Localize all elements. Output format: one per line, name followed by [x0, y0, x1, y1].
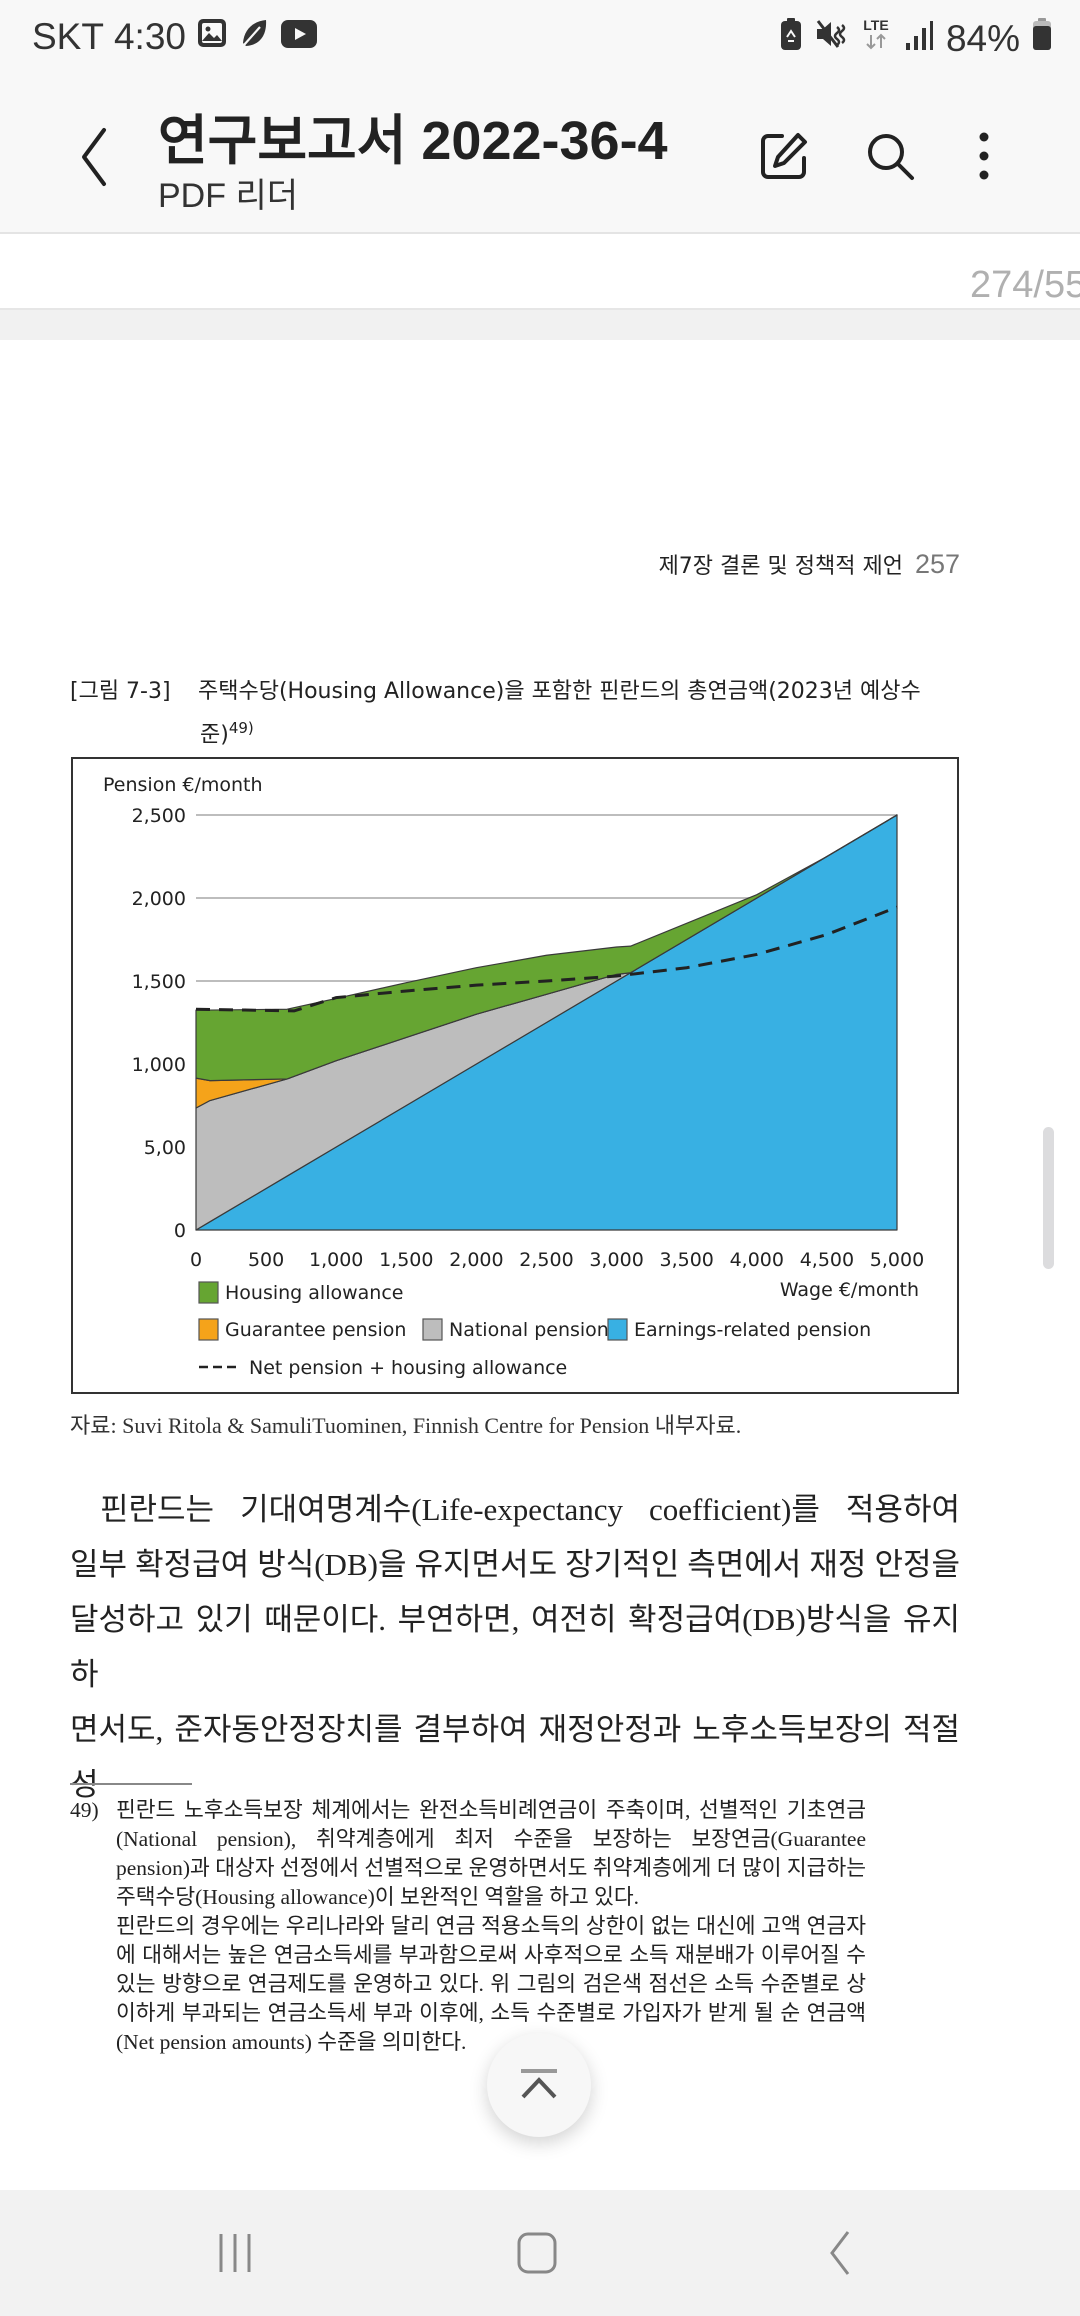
pdf-page[interactable]: 제7장 결론 및 정책적 제언 257 [그림 7-3] 주택수당(Housing… [0, 340, 1080, 2190]
x-tick-label: 3,000 [589, 1249, 643, 1271]
x-tick-label: 0 [190, 1249, 202, 1271]
footnote-line: 이하게 부과되는 연금소득세 부과 이후에, 소득 수준별로 가입자가 받게 될… [116, 2001, 867, 2025]
mute-icon [814, 17, 848, 60]
x-tick-label: 1,500 [379, 1249, 433, 1271]
x-axis-label: Wage €/month [780, 1279, 919, 1301]
legend-item-earnings: Earnings-related pension [607, 1318, 871, 1341]
page-gap [0, 308, 1080, 342]
back-icon [830, 2231, 850, 2275]
y-tick-label: 2,000 [132, 888, 186, 910]
x-tick-label: 4,500 [800, 1249, 854, 1271]
legend-item-guarantee: Guarantee pension [198, 1318, 406, 1341]
footnote-line: 핀란드의 경우에는 우리나라와 달리 연금 적용소득의 상한이 없는 대신에 고… [116, 1914, 867, 1938]
y-tick-label: 1,000 [132, 1054, 186, 1076]
x-tick-label: 2,500 [519, 1249, 573, 1271]
legend-item-national: National pension [422, 1318, 609, 1341]
figure-source: 자료: Suvi Ritola & SamuliTuominen, Finnis… [70, 1413, 742, 1438]
footnote-ref[interactable]: 49) [228, 719, 254, 737]
pension-chart: 0 5,00 1,000 1,500 2,000 2,500 Pension €/month… [71, 757, 959, 1394]
app-bar: 연구보고서 2022-36-4 PDF 리더 [0, 80, 1080, 234]
home-button[interactable] [497, 2220, 577, 2286]
recent-apps-icon [219, 2234, 251, 2272]
figure-caption-line1: 주택수당(Housing Allowance)을 포함한 핀란드의 총연금액(2… [198, 679, 921, 704]
battery-icon [1032, 17, 1052, 60]
footnote-line: (National pension), 취약계층에게 최저 수준을 보장하는 보… [116, 1827, 867, 1851]
footnote-line: 핀란드 노후소득보장 체계에서는 완전소득비례연금이 주축이며, 선별적인 기초… [116, 1798, 867, 1822]
page-indicator-bar: 274/55 [0, 234, 1080, 308]
battery-percent: 84% [945, 17, 1020, 59]
x-tick-label: 1,000 [309, 1249, 363, 1271]
scroll-to-top-icon [521, 2069, 557, 2099]
status-left: SKT 4:30 [32, 16, 318, 58]
more-options-icon [979, 132, 989, 180]
youtube-icon [280, 16, 318, 58]
svg-text:LTE: LTE [863, 17, 888, 33]
clock: 4:30 [113, 16, 186, 57]
y-tick-label: 2,500 [132, 805, 186, 827]
chevron-left-icon [82, 128, 106, 186]
y-axis-label: Pension €/month [103, 774, 263, 796]
footnote-49: 49) 핀란드 노후소득보장 체계에서는 완전소득비례연금이 주축이며, 선별적… [70, 1796, 960, 2057]
figure-caption-line2: 준) [200, 722, 229, 748]
nav-back-button[interactable] [800, 2220, 880, 2286]
scrollbar-thumb[interactable] [1043, 1127, 1054, 1269]
footnote-line: (Net pension amounts) 수준을 의미한다. [116, 2030, 467, 2054]
battery-saver-icon [780, 17, 802, 60]
y-tick-label: 1,500 [132, 971, 186, 993]
body-line: 면서도, 준자동안정장치를 결부하여 재정안정과 노후소득보장의 적절성 [70, 1712, 960, 1802]
svg-text:Guarantee pension: Guarantee pension [225, 1319, 406, 1341]
footnote-divider [70, 1783, 192, 1785]
area-housing-allowance [195, 814, 898, 1082]
svg-text:Housing allowance: Housing allowance [225, 1282, 403, 1304]
edit-icon [761, 133, 807, 179]
edit-button[interactable] [754, 116, 814, 196]
footnote-line: 있는 방향으로 연금제도를 운영하고 있다. 위 그림의 검은색 점선은 소득 … [116, 1972, 867, 1996]
recent-apps-button[interactable] [195, 2220, 275, 2286]
feather-icon [238, 16, 270, 58]
legend-item-housing: Housing allowance [198, 1281, 403, 1304]
svg-text:National pension: National pension [449, 1319, 609, 1341]
footnote-line: 에 대해서는 높은 연금소득세를 부과함으로써 사후적으로 소득 재분배가 이루… [116, 1943, 867, 1967]
document-title: 연구보고서 2022-36-4 [158, 111, 668, 171]
chapter-title: 제7장 결론 및 정책적 제언 [658, 554, 903, 579]
back-button[interactable] [70, 120, 120, 190]
figure-caption: [그림 7-3] 주택수당(Housing Allowance)을 포함한 핀란드… [70, 674, 965, 753]
search-button[interactable] [860, 116, 920, 196]
app-subtitle: PDF 리더 [158, 177, 299, 215]
footnote-line: pension)과 대상자 선정에서 선별적으로 운영하면서도 취약계층에게 더… [116, 1856, 867, 1880]
x-tick-label: 4,000 [730, 1249, 784, 1271]
status-right: LTE 84% [780, 16, 1052, 61]
x-tick-label: 2,000 [449, 1249, 503, 1271]
net-pension-line [195, 905, 898, 1013]
svg-text:Net pension + housing allowanc: Net pension + housing allowance [249, 1357, 567, 1379]
running-header: 제7장 결론 및 정책적 제언 257 [659, 548, 960, 580]
footnote-line: 주택수당(Housing allowance)이 보완적인 역할을 하고 있다. [116, 1885, 640, 1909]
x-tick-label: 500 [248, 1249, 284, 1271]
home-icon [517, 2232, 557, 2274]
carrier: SKT [32, 16, 104, 57]
body-line: 달성하고 있기 때문이다. 부연하면, 여전히 확정급여(DB)방식을 유지하 [70, 1602, 960, 1692]
scroll-to-top-button[interactable] [487, 2033, 591, 2137]
page-number: 257 [914, 549, 960, 579]
body-line: 일부 확정급여 방식(DB)을 유지면서도 장기적인 측면에서 재정 안정을 [70, 1547, 960, 1582]
y-tick-label: 0 [174, 1220, 186, 1242]
x-tick-label: 3,500 [659, 1249, 713, 1271]
more-options-button[interactable] [954, 116, 1014, 196]
y-tick-label: 5,00 [144, 1137, 186, 1159]
search-icon [868, 134, 914, 180]
x-tick-label: 5,000 [870, 1249, 924, 1271]
chart-canvas: 0 5,00 1,000 1,500 2,000 2,500 Pension €/month… [103, 774, 924, 1379]
footnote-number: 49) [70, 1798, 99, 1822]
gallery-icon [196, 16, 228, 58]
signal-icon [904, 18, 934, 60]
svg-text:Earnings-related pension: Earnings-related pension [634, 1319, 871, 1341]
page-indicator[interactable]: 274/55 [970, 264, 1080, 306]
body-line: 핀란드는 기대여명계수(Life-expectancy coefficient)… [100, 1492, 960, 1527]
legend-item-net-pension: Net pension + housing allowance [199, 1357, 567, 1379]
system-nav-bar [0, 2190, 1080, 2316]
figure-label: [그림 7-3] [70, 679, 171, 704]
lte-icon: LTE [860, 16, 892, 61]
body-paragraph: 핀란드는 기대여명계수(Life-expectancy coefficient)… [70, 1482, 960, 1812]
status-bar: SKT 4:30 LTE 84% [0, 0, 1080, 80]
